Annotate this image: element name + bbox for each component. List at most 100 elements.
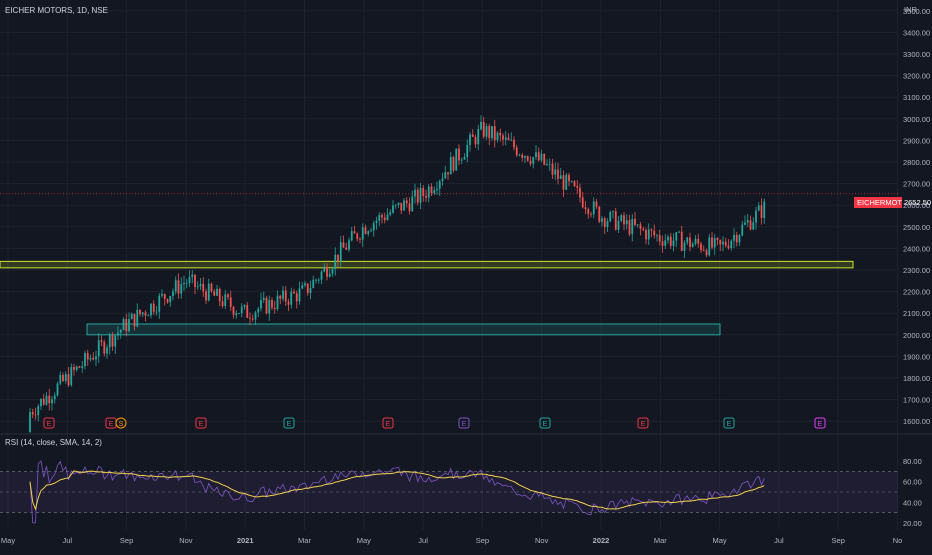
candle-body[interactable] (174, 280, 177, 292)
candle-body[interactable] (235, 313, 238, 315)
candle-body[interactable] (180, 284, 183, 294)
candle-body[interactable] (62, 374, 64, 382)
candle-body[interactable] (752, 222, 755, 230)
candle-body[interactable] (609, 212, 612, 222)
event-marker-earnings-mixed[interactable] (458, 417, 470, 429)
candle-body[interactable] (141, 312, 144, 315)
candle-body[interactable] (144, 312, 147, 316)
candle-body[interactable] (535, 152, 537, 158)
candle-body[interactable] (548, 163, 551, 165)
candle-body[interactable] (381, 215, 383, 218)
candle-body[interactable] (716, 238, 719, 240)
candle-body[interactable] (763, 201, 766, 218)
candle-body[interactable] (744, 222, 746, 225)
candle-body[interactable] (400, 202, 403, 211)
candle-body[interactable] (491, 126, 493, 139)
candle-body[interactable] (689, 237, 691, 248)
candle-body[interactable] (735, 235, 738, 243)
candle-body[interactable] (194, 274, 196, 287)
candle-body[interactable] (518, 154, 521, 156)
candle-body[interactable] (136, 309, 139, 327)
candle-body[interactable] (562, 175, 565, 190)
candle-body[interactable] (260, 299, 262, 309)
candle-body[interactable] (565, 174, 568, 190)
candle-body[interactable] (191, 274, 194, 278)
candle-body[interactable] (364, 227, 367, 234)
candle-body[interactable] (389, 212, 392, 215)
candle-body[interactable] (394, 204, 397, 206)
candle-body[interactable] (45, 395, 48, 405)
candle-body[interactable] (97, 340, 100, 357)
candle-body[interactable] (31, 412, 34, 415)
candle-body[interactable] (573, 181, 576, 187)
candle-body[interactable] (392, 205, 394, 213)
candle-body[interactable] (64, 374, 67, 382)
event-marker-upcoming[interactable] (814, 417, 826, 429)
candle-body[interactable] (411, 196, 414, 212)
candle-body[interactable] (257, 308, 260, 313)
candle-body[interactable] (634, 219, 636, 225)
event-marker-earnings-miss[interactable] (43, 417, 55, 429)
candle-body[interactable] (755, 210, 757, 223)
candle-body[interactable] (306, 283, 309, 294)
candle-body[interactable] (639, 224, 642, 229)
candle-body[interactable] (510, 139, 513, 141)
candle-body[interactable] (273, 307, 276, 310)
candle-body[interactable] (730, 240, 733, 249)
candle-body[interactable] (339, 242, 342, 262)
candle-body[interactable] (504, 137, 507, 140)
candle-body[interactable] (78, 366, 81, 368)
candle-body[interactable] (320, 271, 323, 280)
candle-body[interactable] (108, 334, 111, 348)
candle-body[interactable] (419, 187, 422, 203)
candle-body[interactable] (185, 282, 188, 284)
event-marker-earnings-beat[interactable] (539, 417, 551, 429)
candle-body[interactable] (488, 126, 491, 139)
candle-body[interactable] (466, 144, 469, 158)
candle-body[interactable] (499, 132, 502, 136)
candle-body[interactable] (595, 201, 598, 207)
candle-body[interactable] (210, 283, 213, 292)
candle-body[interactable] (702, 250, 705, 251)
candle-body[interactable] (287, 301, 290, 305)
candle-body[interactable] (444, 172, 447, 179)
candle-body[interactable] (95, 356, 97, 360)
candle-body[interactable] (480, 122, 482, 130)
candle-body[interactable] (727, 245, 730, 249)
candle-body[interactable] (485, 126, 488, 137)
candle-body[interactable] (238, 313, 240, 314)
candle-body[interactable] (207, 283, 210, 301)
demand-zone[interactable] (86, 323, 721, 336)
candle-body[interactable] (669, 236, 672, 246)
candle-body[interactable] (757, 205, 760, 211)
candle-body[interactable] (53, 395, 56, 400)
candle-body[interactable] (73, 366, 75, 370)
candle-body[interactable] (584, 207, 587, 210)
event-marker-earnings-miss[interactable] (195, 417, 207, 429)
candle-body[interactable] (708, 237, 711, 256)
candle-body[interactable] (359, 238, 361, 240)
candle-body[interactable] (438, 181, 441, 189)
event-marker-earnings-beat[interactable] (723, 417, 735, 429)
candle-body[interactable] (738, 235, 741, 243)
candle-body[interactable] (403, 200, 405, 211)
candle-body[interactable] (650, 229, 653, 231)
candle-body[interactable] (152, 303, 155, 312)
candle-body[interactable] (271, 300, 273, 308)
candle-body[interactable] (177, 280, 180, 294)
candle-body[interactable] (645, 230, 647, 240)
candle-body[interactable] (441, 178, 444, 182)
candle-body[interactable] (81, 366, 84, 368)
candle-body[interactable] (647, 229, 650, 240)
candle-body[interactable] (557, 169, 559, 179)
candle-body[interactable] (56, 383, 59, 396)
candle-body[interactable] (221, 301, 224, 306)
candle-body[interactable] (70, 366, 73, 386)
candle-body[interactable] (243, 305, 246, 307)
candle-body[interactable] (661, 241, 664, 246)
candle-body[interactable] (386, 214, 389, 221)
candle-body[interactable] (169, 296, 172, 303)
candle-body[interactable] (290, 291, 293, 305)
candle-body[interactable] (375, 220, 378, 224)
symbol-legend[interactable]: EICHER MOTORS, 1D, NSE (5, 6, 108, 15)
